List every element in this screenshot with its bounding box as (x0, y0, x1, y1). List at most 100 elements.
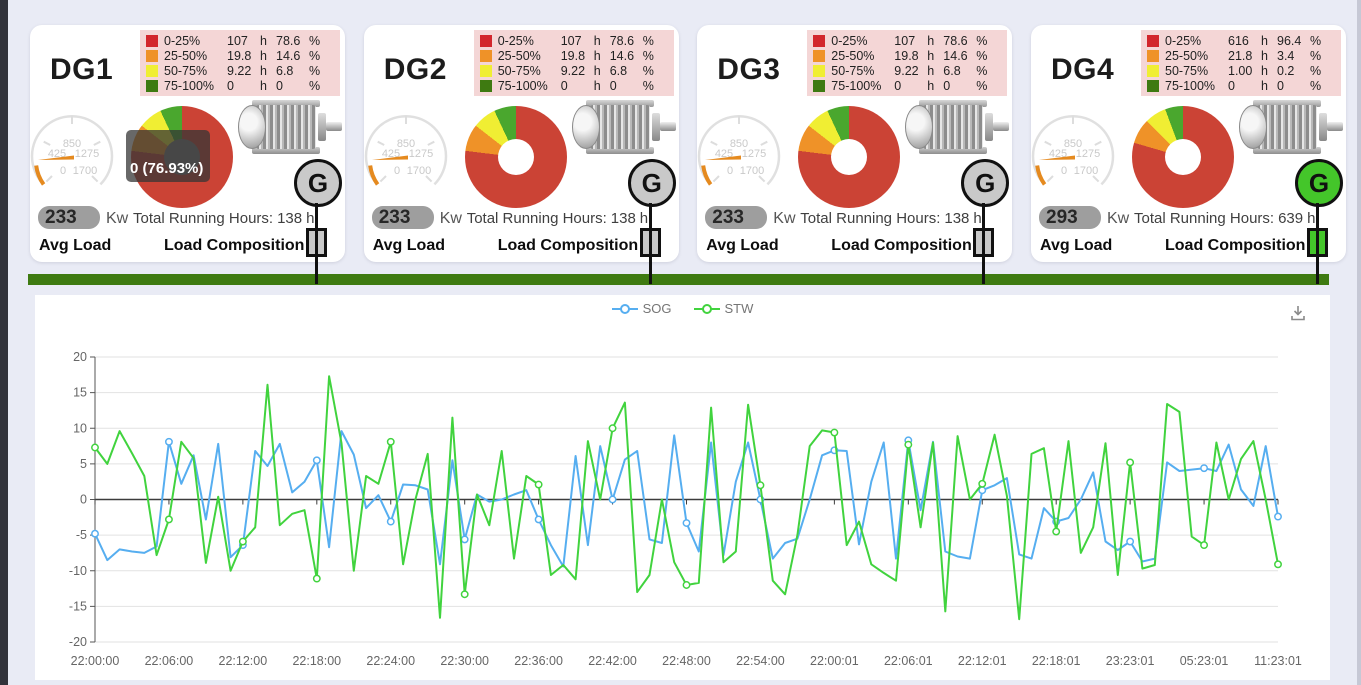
legend-pct-value: 0.2 (1277, 63, 1295, 78)
y-tick-label: -10 (69, 564, 87, 578)
data-point-marker[interactable] (1200, 464, 1209, 473)
data-point-marker[interactable] (91, 529, 99, 538)
legend-range-label: 25-50% (164, 48, 208, 63)
data-point-marker[interactable] (534, 515, 543, 524)
gauge-tick-label: 1275 (408, 148, 432, 160)
x-tick-label: 22:12:00 (219, 654, 268, 668)
legend-pct-unit: % (642, 63, 654, 78)
avg-load-label: Avg Load (372, 237, 445, 254)
legend-row: 50-75% 1.00 h 0.2% (1147, 63, 1341, 78)
data-point-marker[interactable] (386, 517, 395, 526)
y-tick-label: 20 (73, 350, 87, 364)
load-composition-label: Load Composition (1165, 237, 1306, 254)
legend-color-swatch (479, 34, 492, 47)
legend-item-sog[interactable]: SOG (611, 301, 672, 316)
load-range-legend: 0-25% 107 h 78.6% 25-50% 19.8 h 14.6% 50-75% 9.22… (807, 30, 1008, 96)
legend-range-label: 75-100% (164, 78, 215, 93)
legend-item-stw[interactable]: STW (693, 301, 753, 316)
avg-load-label: Avg Load (39, 237, 112, 254)
legend-color-swatch (146, 49, 158, 62)
legend-pct-value: 0 (1277, 78, 1284, 93)
legend-pct-unit: % (642, 48, 654, 63)
data-point-marker[interactable] (164, 515, 173, 524)
legend-range-label: 75-100% (1165, 78, 1216, 93)
legend-hours-value: 9.22 (894, 63, 919, 78)
data-point-marker[interactable] (756, 481, 765, 490)
legend-hours-unit: h (260, 63, 267, 78)
legend-hours-value: 9.22 (560, 63, 586, 78)
legend-row: 75-100% 0 h 0% (146, 78, 340, 93)
data-point-marker[interactable] (238, 537, 247, 546)
generator-status-badge[interactable]: G (961, 159, 1010, 207)
legend-hours-unit: h (1261, 78, 1268, 93)
gauge-tick-label: 425 (1049, 148, 1067, 160)
legend-hours-unit: h (593, 33, 601, 48)
data-point-marker[interactable] (312, 456, 321, 465)
data-point-marker[interactable] (1052, 527, 1061, 536)
legend-color-swatch (479, 49, 492, 62)
legend-hours-value: 19.8 (560, 48, 586, 63)
x-tick-label: 05:23:01 (1180, 654, 1229, 668)
avg-load-value: 233 (371, 206, 434, 229)
legend-pct-unit: % (976, 78, 988, 93)
data-point-marker[interactable] (91, 443, 99, 452)
x-tick-label: 22:06:01 (884, 654, 933, 668)
data-point-marker[interactable] (312, 574, 321, 583)
legend-pct-value: 0 (609, 78, 617, 93)
data-point-marker[interactable] (830, 428, 839, 437)
legend-hours-unit: h (260, 48, 267, 63)
data-point-marker[interactable] (682, 519, 691, 527)
data-point-marker[interactable] (1274, 512, 1282, 521)
x-tick-label: 22:00:00 (71, 654, 120, 668)
data-point-marker[interactable] (1200, 541, 1209, 550)
legend-pct-value: 0 (276, 78, 283, 93)
motor-icon (1239, 97, 1343, 157)
data-point-marker[interactable] (534, 480, 543, 489)
data-point-marker[interactable] (1274, 560, 1282, 569)
data-point-marker[interactable] (608, 495, 617, 504)
load-range-legend: 0-25% 107 h 78.6% 25-50% 19.8 h 14.6% 50-75% 9.22… (140, 30, 340, 96)
data-point-marker[interactable] (460, 535, 469, 544)
total-running-hours: Total Running Hours: 138 h (133, 210, 314, 227)
total-running-hours: Total Running Hours: 639 h (1134, 210, 1315, 227)
data-point-marker[interactable] (1126, 537, 1135, 546)
save-as-image-icon[interactable] (1288, 303, 1308, 323)
legend-color-swatch (479, 64, 492, 77)
total-running-hours-label: Total Running Hours: (466, 210, 607, 227)
sog-stw-line-chart[interactable]: 20 15 10 5 0 -5 -10 -15 -20 22:00:00 22:06:00 22:12… (35, 295, 1330, 680)
legend-marker-icon (693, 303, 720, 314)
legend-hours-unit: h (927, 78, 935, 93)
avg-load-label: Avg Load (1040, 237, 1113, 254)
gauge-tick-label: 850 (1064, 138, 1082, 150)
data-point-marker[interactable] (904, 440, 913, 449)
gauge-tick-label: 425 (382, 148, 400, 160)
load-composition-donut[interactable] (464, 106, 567, 208)
load-range-legend: 0-25% 616 h 96.4% 25-50% 21.8 h 3.4% 50-75% 1.00 h… (1141, 30, 1341, 96)
data-point-marker[interactable] (608, 424, 617, 433)
load-composition-donut[interactable] (1132, 106, 1234, 208)
data-point-marker[interactable] (386, 437, 395, 446)
legend-color-swatch (1147, 79, 1159, 92)
legend-hours-unit: h (260, 78, 267, 93)
x-tick-label: 22:18:00 (292, 654, 341, 668)
generator-status-badge[interactable]: G (1295, 159, 1343, 207)
data-point-marker[interactable] (1126, 458, 1135, 467)
total-running-hours-value: 639 (1278, 210, 1304, 227)
legend-pct-value: 6.8 (609, 63, 628, 78)
load-composition-donut[interactable] (798, 106, 901, 208)
legend-row: 0-25% 616 h 96.4% (1147, 33, 1341, 48)
data-point-marker[interactable] (460, 590, 469, 599)
generator-status-badge[interactable]: G (627, 159, 676, 207)
generator-status-badge[interactable]: G (294, 159, 342, 207)
legend-hours-unit: h (1261, 63, 1268, 78)
load-composition-label: Load Composition (497, 237, 639, 254)
legend-range-label: 25-50% (831, 48, 875, 63)
data-point-marker[interactable] (682, 581, 691, 589)
data-point-marker[interactable] (978, 479, 987, 488)
gauge-tick-label: 425 (715, 148, 733, 160)
legend-row: 25-50% 21.8 h 3.4% (1147, 48, 1341, 63)
generator-card: DG3 0-25% 107 h 78.6% 25-50% 19.8 h 14.6% 50-75%… (697, 25, 1013, 262)
donut-hole (831, 139, 868, 175)
data-point-marker[interactable] (164, 437, 173, 446)
